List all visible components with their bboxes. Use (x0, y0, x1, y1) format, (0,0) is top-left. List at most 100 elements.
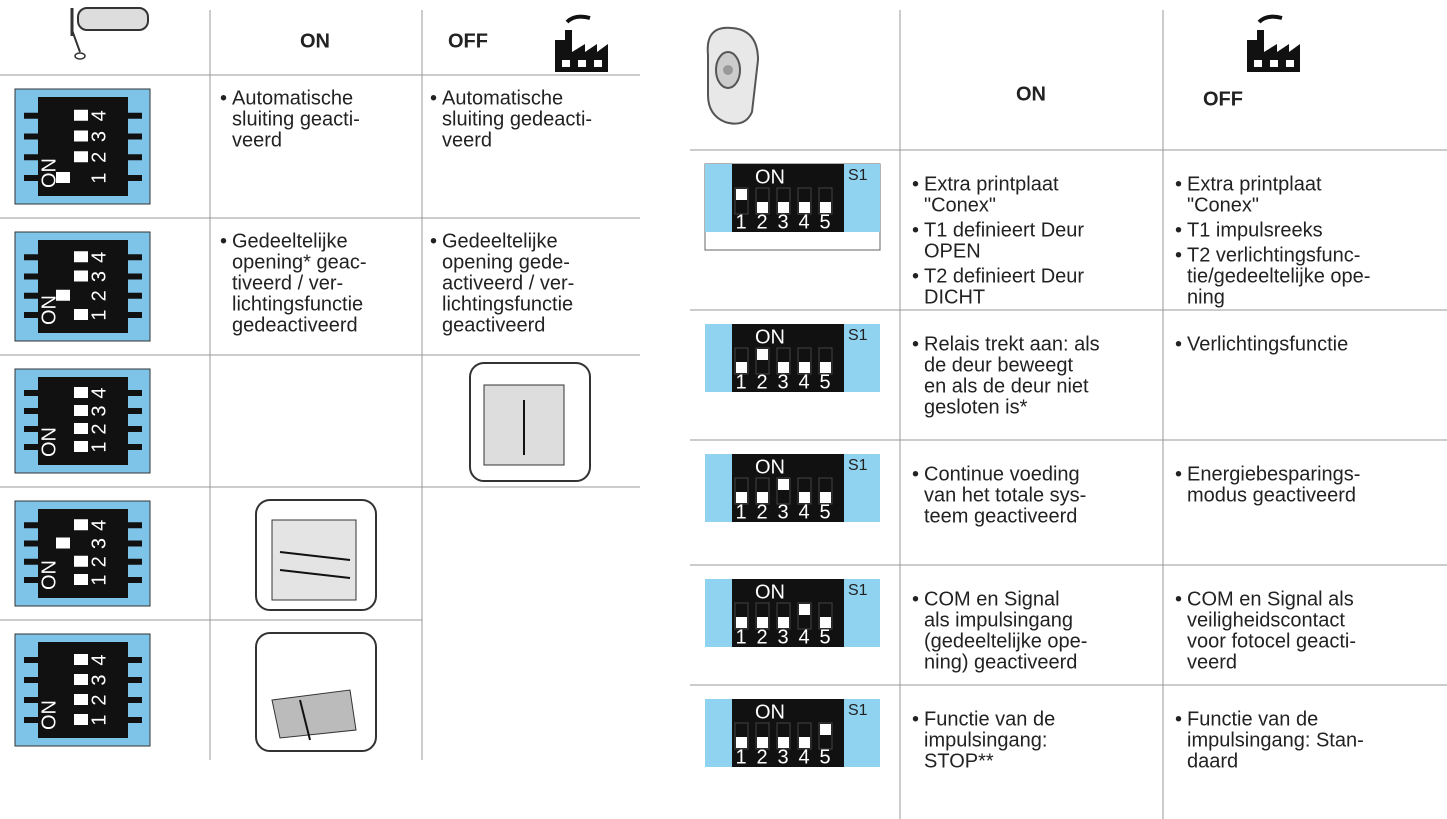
bullet: • (912, 463, 919, 485)
header-on: ON (300, 30, 330, 52)
switch-id: S1 (848, 457, 868, 474)
pin (24, 558, 38, 565)
switch-number: 2 (756, 501, 767, 523)
switch-slot (755, 477, 770, 505)
switch-id: S1 (848, 702, 868, 719)
dip-body (732, 579, 844, 647)
cell-text: sluiting gedeacti- (442, 108, 592, 130)
switch-on-label: ON (755, 326, 785, 348)
switch-slider (74, 574, 88, 585)
dip-switch: ON S1 1 2 3 4 5 (704, 163, 881, 251)
switch-slider (736, 362, 747, 373)
switch-slider (74, 387, 88, 398)
switch-number: 2 (756, 626, 767, 648)
switch-slider (778, 479, 789, 490)
switch-slider (74, 441, 88, 452)
cell-text: COM en Signal als (1187, 588, 1354, 610)
cell-text: ning) geactiveerd (924, 651, 1077, 673)
dip-switch: 1 2 3 4 ON (14, 231, 151, 342)
bullet: • (912, 219, 919, 241)
switch-slot (818, 722, 833, 750)
switch-slider (74, 519, 88, 531)
bullet: • (430, 87, 437, 109)
cell-text: "Conex" (924, 194, 996, 216)
cell-text: T1 definieert Deur (924, 219, 1084, 241)
pin (24, 697, 38, 703)
switch-number: 1 (88, 309, 110, 320)
switch-number: 4 (798, 501, 809, 523)
pin (128, 133, 142, 140)
cell-text: impulsingang: (924, 729, 1047, 751)
switch-slider (74, 309, 88, 320)
pin (24, 154, 38, 161)
switch-number: 3 (777, 626, 788, 648)
switch-number: 1 (735, 371, 746, 393)
switch-on-label: ON (755, 701, 785, 723)
pin (24, 175, 38, 181)
pin (128, 112, 142, 119)
switch-slot (755, 602, 770, 630)
pin (128, 697, 142, 703)
switch-number: 1 (735, 501, 746, 523)
dip-switch: ON S1 1 2 3 4 5 (705, 454, 880, 523)
switch-slider (74, 654, 88, 665)
switch-number: 3 (88, 271, 110, 282)
pin (24, 292, 38, 299)
switch-slider (74, 151, 88, 163)
switch-number: 1 (88, 714, 110, 725)
switch-slot (797, 602, 812, 630)
bullet: • (220, 230, 227, 252)
switch-slot (776, 477, 791, 505)
dip-switch: 1 2 3 4 ON (14, 368, 151, 474)
dip-switch: 1 2 3 4 ON (14, 500, 151, 607)
switch-slider (799, 604, 810, 615)
switch-slider (799, 737, 810, 748)
cell-text: gesloten is* (924, 396, 1028, 418)
switch-slot (755, 722, 770, 750)
cell-text: als impulsingang (924, 609, 1073, 631)
switch-slider (778, 362, 789, 373)
pin (24, 540, 38, 547)
switch-slot (734, 347, 749, 375)
bullet: • (912, 333, 919, 355)
dip-switch: 1 2 3 4 ON (14, 88, 151, 205)
header-off: OFF (1203, 88, 1243, 110)
switch-slider (736, 617, 747, 628)
switch-number: 3 (777, 746, 788, 768)
switch-slider (56, 289, 70, 301)
pin (128, 444, 142, 450)
switch-number: 1 (735, 746, 746, 768)
switch-number: 1 (88, 574, 110, 585)
switch-number: 2 (88, 694, 110, 705)
switch-number: 4 (798, 211, 809, 233)
cell-text: OPEN (924, 240, 981, 262)
switch-slot (797, 347, 812, 375)
switch-number: 4 (88, 520, 110, 531)
cell-text: van het totale sys- (924, 484, 1086, 506)
switch-slot (734, 477, 749, 505)
cell-text: Functie van de (1187, 708, 1318, 730)
pin (128, 717, 142, 723)
switch-slot (755, 347, 770, 375)
switch-id: S1 (848, 582, 868, 599)
cell-text: veerd (232, 129, 282, 151)
switch-slider (56, 172, 70, 183)
cell-text: daard (1187, 750, 1238, 772)
switch-slot (797, 722, 812, 750)
switch-number: 3 (777, 211, 788, 233)
pin (24, 408, 38, 414)
bullet: • (1175, 219, 1182, 241)
cell-text: sluiting geacti- (232, 108, 360, 130)
cell-text: teem geactiveerd (924, 505, 1077, 527)
switch-slot (818, 477, 833, 505)
switch-number: 3 (88, 131, 110, 142)
switch-number: 4 (798, 371, 809, 393)
switch-slider (74, 251, 88, 263)
switch-slot (797, 477, 812, 505)
switch-slot (776, 722, 791, 750)
cell-text: veiligheidscontact (1187, 609, 1345, 631)
switch-slider (74, 694, 88, 705)
pin (24, 577, 38, 583)
cell-text: Automatische (232, 87, 353, 109)
